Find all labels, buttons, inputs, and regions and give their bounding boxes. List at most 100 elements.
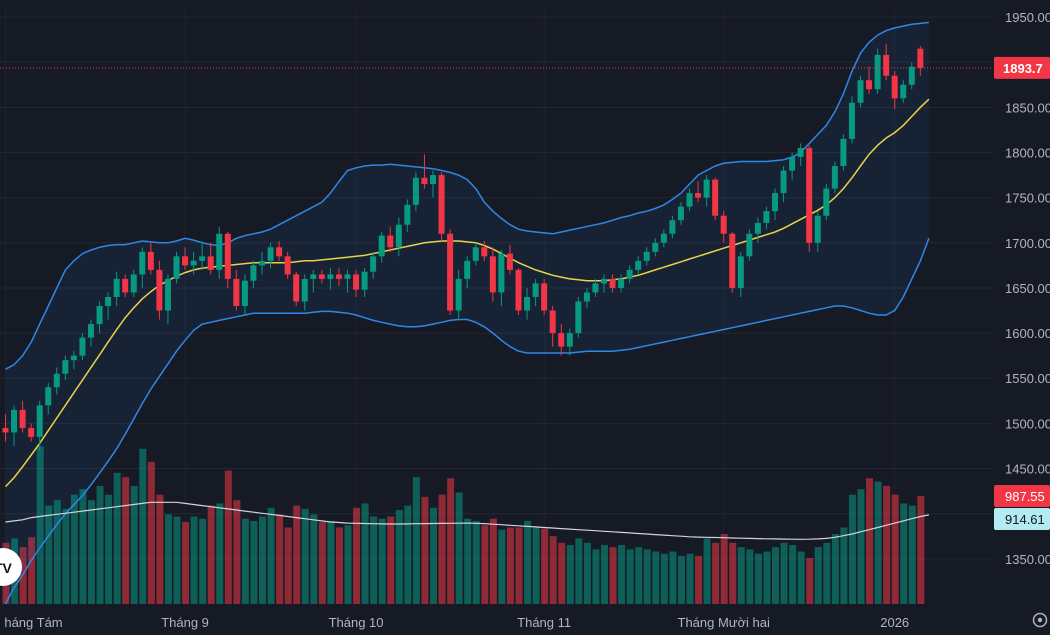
- candle-body: [301, 278, 308, 302]
- candle: [874, 48, 881, 94]
- candle: [549, 306, 556, 347]
- candle-body: [70, 355, 77, 361]
- last-price-badge: [994, 56, 1050, 79]
- last-price-label: 1893.7: [1003, 61, 1043, 76]
- candle: [53, 367, 60, 395]
- bollinger-lower-line: [4, 238, 930, 605]
- candle: [917, 45, 924, 76]
- candle: [643, 247, 650, 266]
- candle: [344, 269, 351, 293]
- volume-bar: [36, 446, 44, 604]
- volume-bar: [772, 547, 779, 604]
- candle-body: [387, 235, 394, 248]
- volume-bar: [387, 516, 395, 604]
- volume-bar: [515, 527, 523, 604]
- candle-body: [190, 260, 197, 266]
- candle-body: [635, 260, 642, 270]
- candle: [626, 265, 633, 284]
- volume-bar: [233, 500, 241, 604]
- time-tick-label: Tháng 9: [161, 615, 209, 630]
- candle-body: [763, 211, 770, 223]
- candle-body: [780, 170, 787, 194]
- candle: [250, 260, 257, 288]
- gear-hub: [1037, 617, 1043, 623]
- volume-bar: [575, 538, 583, 604]
- candle-body: [182, 256, 189, 266]
- volume-bar: [438, 494, 446, 604]
- candle: [866, 66, 873, 94]
- candle: [147, 242, 154, 275]
- candle-body: [908, 66, 915, 85]
- candle-body: [370, 256, 377, 272]
- volume-bar: [908, 505, 916, 604]
- volume-bar: [378, 518, 386, 604]
- volume-bar: [549, 536, 557, 604]
- candle: [259, 251, 265, 275]
- candle-body: [412, 177, 419, 205]
- time-axis[interactable]: háng Tám Tháng 9 Tháng 10 Tháng 11 Tháng Mườ…: [4, 615, 909, 630]
- candle: [113, 271, 120, 306]
- bollinger-upper-line: [5, 21, 929, 370]
- candle-body: [2, 427, 9, 433]
- candle-body: [592, 283, 599, 293]
- settings-gear-icon[interactable]: [1032, 612, 1048, 628]
- volume-badge-current: [994, 485, 1050, 508]
- candle: [378, 231, 385, 263]
- candle: [11, 405, 18, 446]
- candle-body: [45, 387, 52, 406]
- candle: [353, 269, 360, 297]
- candle-body: [438, 175, 445, 234]
- price-tick-label: 1850.00: [1005, 100, 1050, 115]
- candles[interactable]: [2, 44, 924, 451]
- candle: [139, 247, 146, 288]
- volume-bar: [70, 494, 78, 604]
- volume-bar: [284, 527, 292, 604]
- candle-body: [164, 278, 171, 311]
- candle-body: [866, 80, 873, 90]
- volume-bar: [335, 527, 343, 604]
- candle: [618, 274, 625, 293]
- candle: [105, 292, 112, 320]
- volume-bar: [618, 544, 626, 604]
- candle-body: [147, 251, 154, 270]
- volume-bar: [874, 481, 882, 604]
- tradingview-logo[interactable]: TV: [0, 548, 22, 586]
- candle: [720, 211, 727, 243]
- volume-bar: [156, 494, 164, 604]
- candle-body: [395, 224, 402, 248]
- candle: [772, 188, 778, 221]
- volume-bar: [447, 478, 455, 604]
- bollinger-band-fill: [5, 22, 929, 604]
- candle: [267, 242, 274, 269]
- volume-bar: [891, 494, 899, 604]
- candle-body: [541, 283, 548, 311]
- candle: [96, 301, 103, 334]
- candle: [831, 161, 838, 194]
- candle: [754, 217, 761, 243]
- candle: [729, 231, 736, 293]
- time-tick-label: Tháng 11: [517, 615, 571, 630]
- candle-body: [917, 48, 924, 68]
- candle: [19, 400, 26, 433]
- candle: [635, 256, 642, 275]
- candle: [669, 215, 676, 239]
- volume-bar: [79, 489, 87, 604]
- candle: [660, 229, 667, 248]
- candle: [583, 287, 590, 308]
- candle-body: [28, 427, 35, 437]
- volume-bar: [45, 505, 53, 604]
- candle: [395, 217, 402, 257]
- volume-bar: [472, 520, 480, 604]
- gear-ring: [1032, 612, 1048, 628]
- candle-body: [88, 324, 94, 338]
- price-tick-label: 1350.00: [1005, 552, 1050, 567]
- candle-body: [173, 256, 180, 279]
- volume-bar: [318, 522, 326, 604]
- volume-bar: [695, 555, 703, 604]
- candle-body: [96, 306, 103, 325]
- volume-bar: [703, 538, 711, 604]
- time-tick-label: Tháng 10: [329, 615, 384, 630]
- time-tick-label: Tháng Mười hai: [678, 615, 770, 630]
- candle: [164, 274, 171, 325]
